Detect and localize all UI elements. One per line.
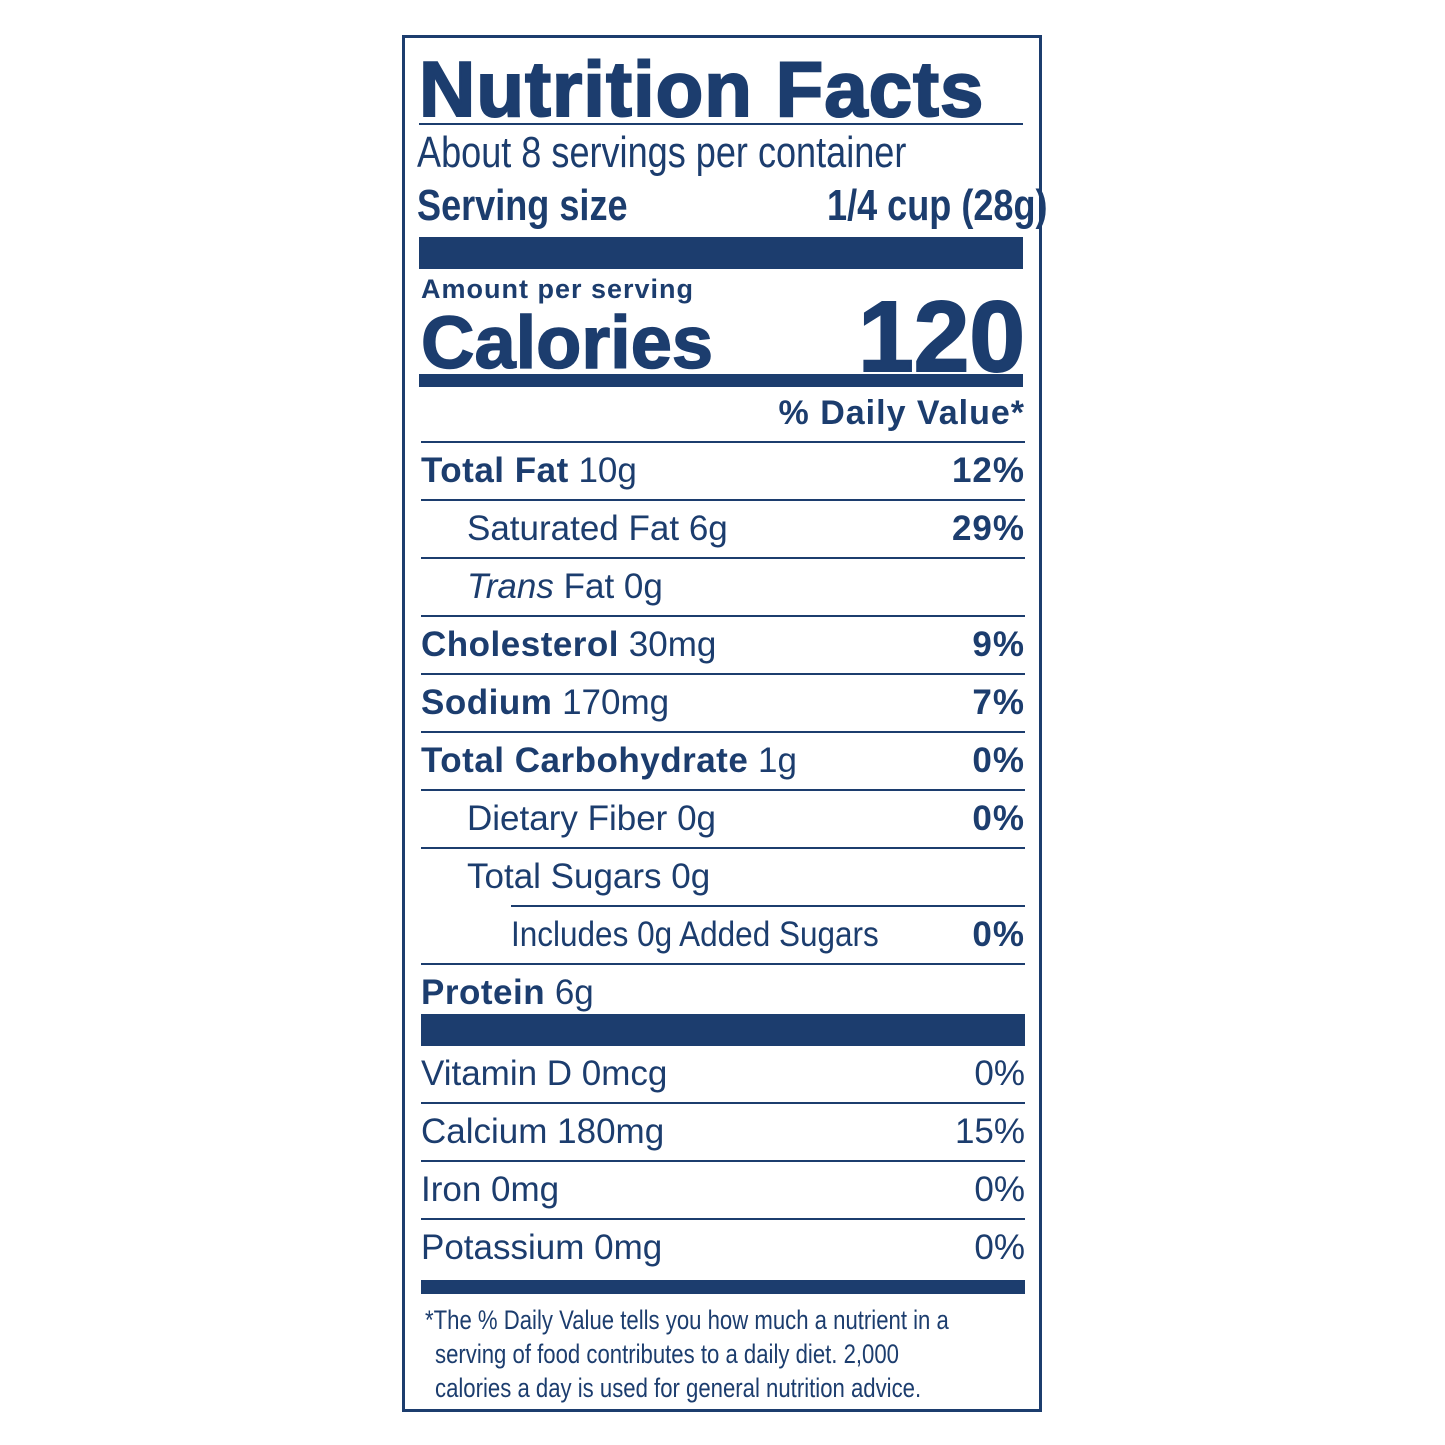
servings-per-container: About 8 servings per container — [417, 128, 907, 177]
nutrient-row-sodium: Sodium 170mg 7% — [421, 673, 1025, 731]
nutrition-facts-label: Nutrition Facts About 8 servings per con… — [402, 35, 1048, 1412]
medium-divider — [419, 374, 1023, 387]
amount-per-serving: Amount per serving — [421, 274, 695, 304]
nutrient-row-dietary-fiber: Dietary Fiber 0g 0% — [421, 789, 1025, 847]
vitamin-row-calcium: Calcium 180mg 15% — [421, 1102, 1025, 1160]
label-title: Nutrition Facts — [418, 44, 985, 134]
calories-label: Calories — [420, 300, 714, 385]
serving-size: Serving size 1/4 cup (28g) — [417, 181, 1157, 231]
nutrient-row-total-sugars: Total Sugars 0g — [421, 847, 1025, 905]
medium-divider — [421, 1280, 1025, 1294]
nutrient-row-total-carbohydrate: Total Carbohydrate 1g 0% — [421, 731, 1025, 789]
daily-value-header: % Daily Value* — [778, 394, 1025, 432]
serving-size-label: Serving size — [417, 181, 628, 230]
nutrient-row-added-sugars: Includes 0g Added Sugars 0% — [511, 905, 1025, 963]
nutrient-row-cholesterol: Cholesterol 30mg 9% — [421, 615, 1025, 673]
thick-divider — [419, 237, 1023, 269]
nutrient-row-total-fat: Total Fat 10g 12% — [421, 441, 1025, 499]
nutrient-row-saturated-fat: Saturated Fat 6g 29% — [421, 499, 1025, 557]
daily-value-footnote: *The % Daily Value tells you how much a … — [425, 1305, 949, 1403]
serving-size-value: 1/4 cup (28g) — [827, 181, 1048, 230]
thick-divider — [421, 1014, 1025, 1046]
vitamin-row-iron: Iron 0mg 0% — [421, 1160, 1025, 1218]
vitamin-row-vitamin-d: Vitamin D 0mcg 0% — [421, 1054, 1025, 1093]
nutrient-row-trans-fat: Trans Fat 0g — [421, 557, 1025, 615]
nutrient-list: Total Fat 10g 12% Saturated Fat 6g 29% T… — [421, 441, 1025, 1021]
vitamin-row-potassium: Potassium 0mg 0% — [421, 1218, 1025, 1276]
divider — [419, 123, 1023, 125]
nutrient-row-protein: Protein 6g — [421, 963, 1025, 1021]
vitamin-list: Vitamin D 0mcg 0% Calcium 180mg 15% Iron 0… — [421, 1046, 1025, 1276]
